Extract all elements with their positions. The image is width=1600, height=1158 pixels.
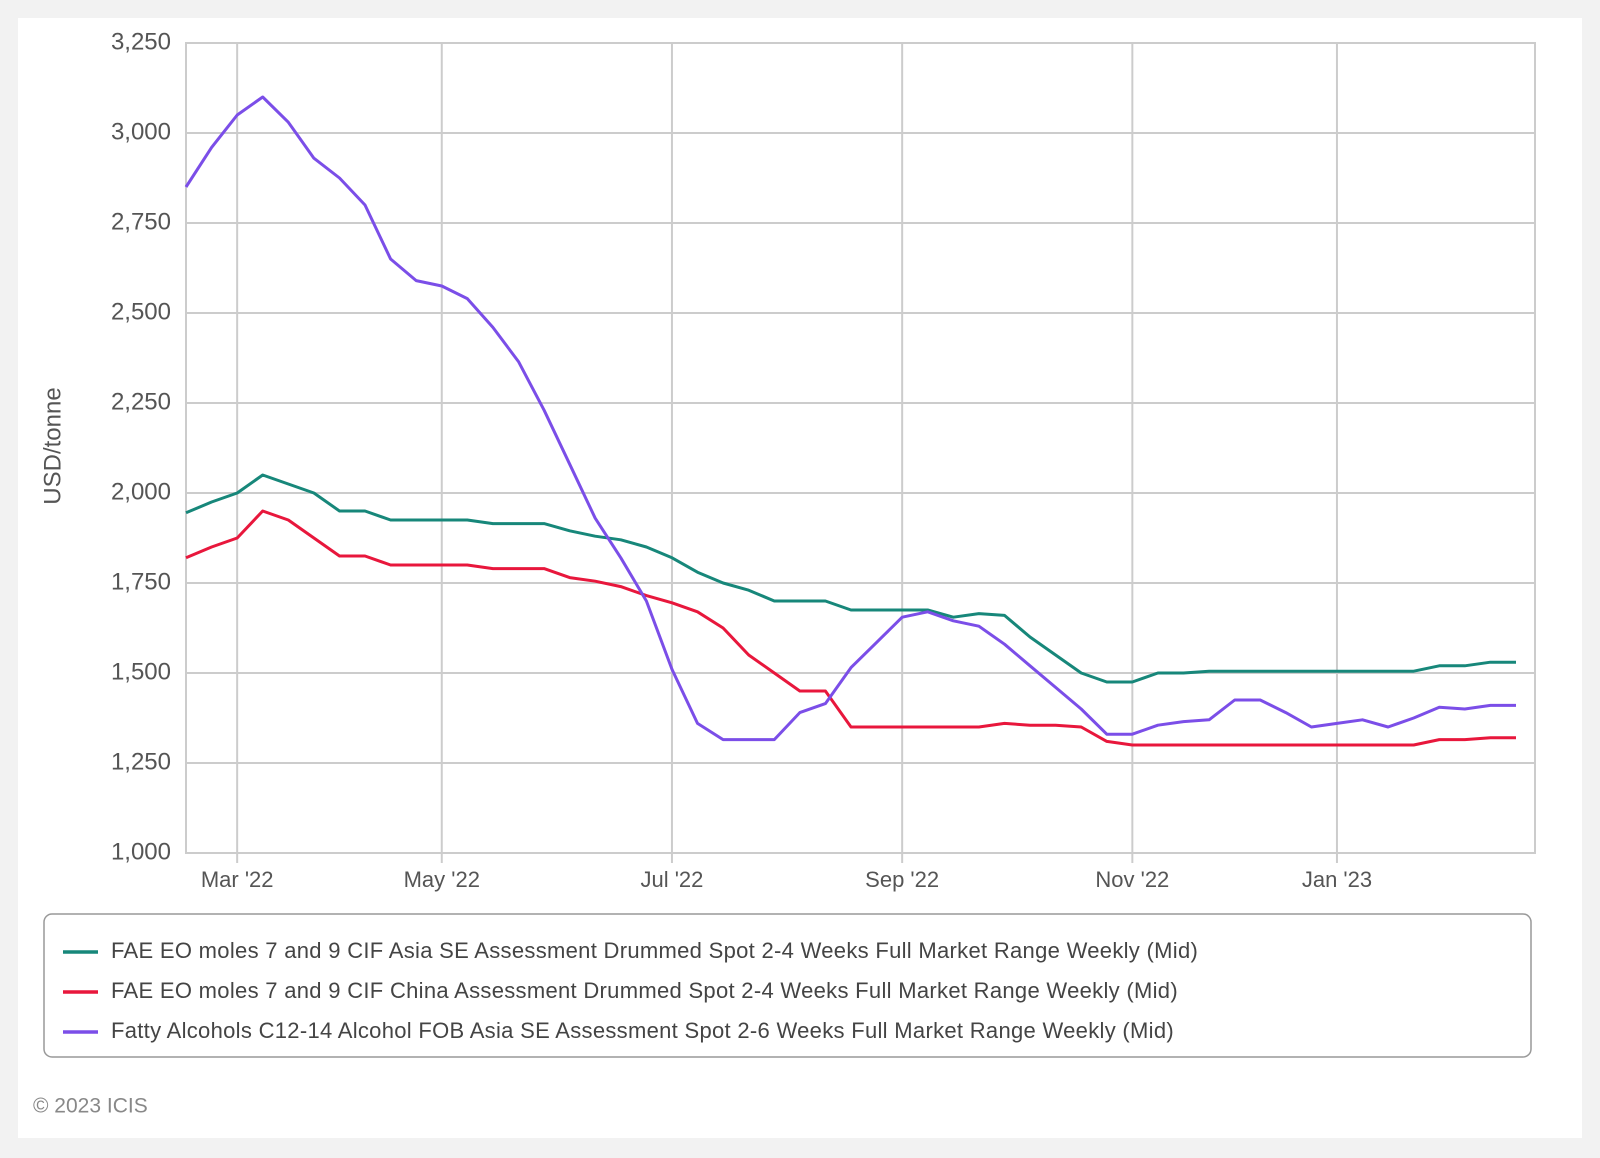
y-tick-label: 3,000 (111, 118, 171, 145)
x-tick-label: Mar '22 (201, 867, 274, 892)
series-line (184, 95, 1516, 742)
series-line (185, 473, 1516, 684)
y-tick-label: 1,250 (111, 748, 171, 775)
legend-label: FAE EO moles 7 and 9 CIF Asia SE Assessm… (111, 938, 1198, 963)
y-tick-label: 1,750 (111, 568, 171, 595)
x-tick-label: May '22 (404, 867, 480, 892)
legend-label: FAE EO moles 7 and 9 CIF China Assessmen… (111, 978, 1178, 1003)
y-tick-label: 3,250 (111, 28, 171, 55)
credit: © 2023 ICIS (33, 1095, 148, 1118)
legend-label: Fatty Alcohols C12-14 Alcohol FOB Asia S… (111, 1018, 1174, 1043)
x-tick-label: Jan '23 (1302, 867, 1372, 892)
y-tick-label: 2,000 (111, 478, 171, 505)
x-tick-label: Jul '22 (641, 867, 704, 892)
y-tick-label: 2,500 (111, 298, 171, 325)
plot-frame (185, 42, 1536, 854)
series-line (185, 509, 1516, 747)
x-tick-label: Sep '22 (865, 867, 939, 892)
y-tick-label: 1,000 (111, 838, 171, 865)
y-tick-label: 2,750 (111, 208, 171, 235)
y-axis-label: USD/tonne (39, 387, 66, 504)
legend-box (43, 913, 1532, 1058)
x-tick-label: Nov '22 (1095, 867, 1169, 892)
y-tick-label: 2,250 (111, 388, 171, 415)
y-tick-label: 1,500 (111, 658, 171, 685)
